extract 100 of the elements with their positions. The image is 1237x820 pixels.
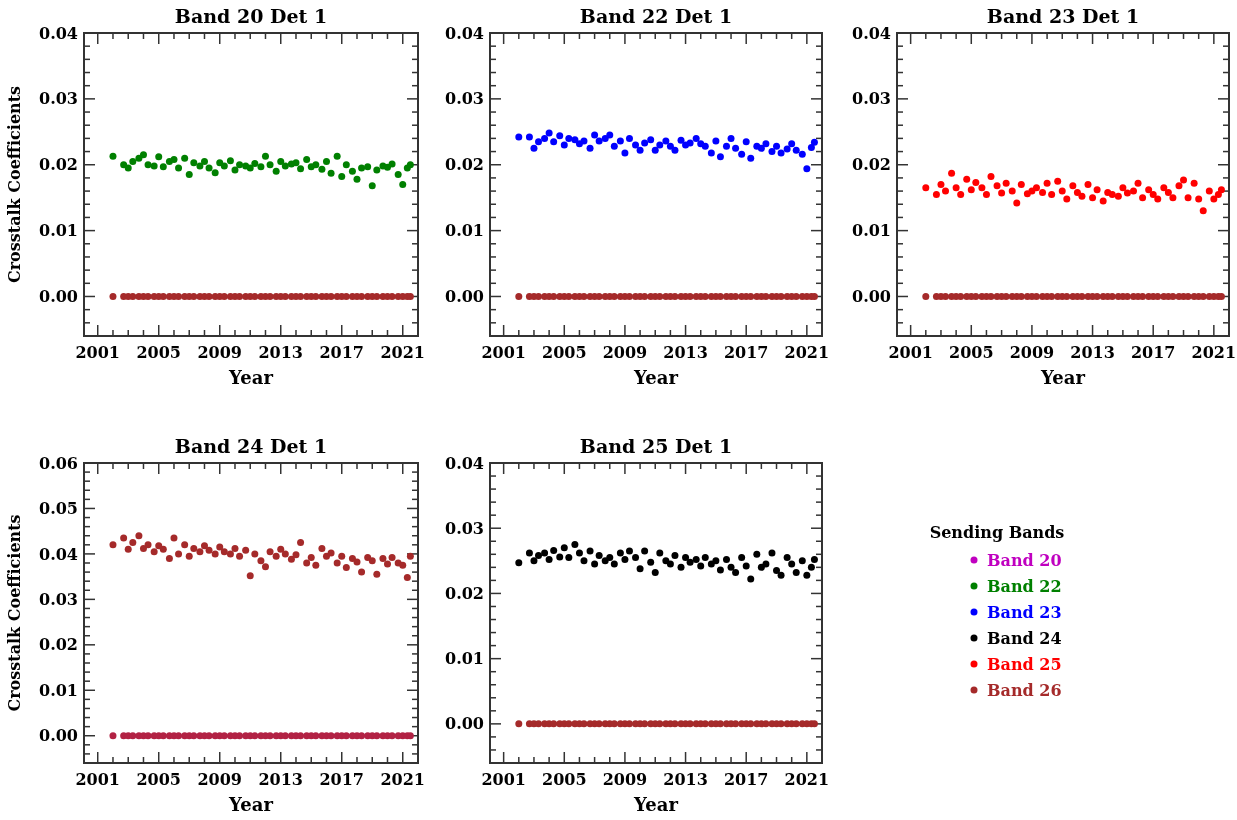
- point: [364, 554, 372, 562]
- point: [580, 137, 588, 145]
- point: [297, 165, 305, 173]
- point: [399, 561, 407, 569]
- point: [175, 550, 183, 558]
- point: [1160, 184, 1168, 192]
- point: [281, 732, 289, 740]
- point: [129, 292, 137, 300]
- point: [571, 541, 579, 549]
- point: [124, 164, 132, 172]
- point: [1063, 292, 1071, 300]
- point: [762, 292, 770, 300]
- point: [129, 539, 137, 547]
- point: [777, 720, 785, 728]
- x-tick-label: 2009: [1009, 343, 1055, 362]
- point: [251, 550, 259, 558]
- point: [287, 555, 295, 563]
- point: [550, 720, 558, 728]
- point: [257, 163, 265, 171]
- point: [261, 563, 269, 571]
- point: [616, 549, 624, 557]
- point: [773, 142, 781, 150]
- point: [124, 545, 132, 553]
- chart-title: Band 23 Det 1: [986, 5, 1140, 27]
- point: [231, 544, 239, 552]
- point: [788, 560, 796, 568]
- point: [1039, 188, 1047, 196]
- legend-label: Band 26: [987, 681, 1062, 700]
- chart-title: Band 25 Det 1: [579, 435, 733, 457]
- point: [200, 157, 208, 165]
- point: [732, 569, 740, 577]
- point: [384, 163, 391, 171]
- x-tick-label: 2017: [319, 770, 365, 789]
- point: [139, 544, 147, 552]
- x-tick-label: 2021: [380, 343, 426, 362]
- point: [318, 165, 326, 173]
- point: [632, 141, 640, 149]
- point: [747, 154, 755, 162]
- point: [575, 549, 583, 557]
- point: [196, 162, 204, 170]
- point: [686, 139, 694, 147]
- point: [129, 732, 137, 740]
- point: [716, 292, 724, 300]
- point: [777, 571, 785, 579]
- point: [327, 549, 335, 557]
- point: [762, 560, 770, 568]
- point: [170, 155, 178, 163]
- point: [656, 141, 664, 149]
- point: [185, 171, 193, 179]
- point: [327, 732, 335, 740]
- y-tick-label: 0.00: [39, 726, 78, 746]
- point: [560, 141, 568, 149]
- point: [1184, 292, 1192, 300]
- point: [403, 574, 411, 582]
- point: [159, 163, 167, 171]
- point: [967, 186, 975, 194]
- point: [266, 292, 274, 300]
- point: [144, 292, 152, 300]
- point: [692, 134, 700, 142]
- point: [246, 572, 254, 580]
- point: [1048, 190, 1056, 198]
- point: [716, 566, 724, 574]
- point: [318, 544, 326, 552]
- point: [621, 149, 629, 157]
- point: [1175, 182, 1183, 190]
- point: [303, 559, 311, 567]
- x-tick-label: 2021: [1191, 343, 1237, 362]
- point: [1217, 186, 1225, 194]
- point: [701, 720, 709, 728]
- point: [190, 732, 198, 740]
- point: [656, 292, 664, 300]
- point: [150, 548, 158, 556]
- point: [963, 175, 971, 183]
- y-tick-label: 0.00: [39, 287, 78, 307]
- point: [1048, 292, 1056, 300]
- point: [722, 142, 730, 150]
- point: [342, 564, 350, 572]
- point: [656, 720, 664, 728]
- point: [1069, 182, 1077, 190]
- point: [251, 732, 259, 740]
- point: [753, 550, 761, 558]
- x-axis-title: Year: [228, 794, 274, 815]
- point: [261, 152, 269, 160]
- point: [277, 545, 285, 553]
- point: [682, 554, 690, 562]
- point: [1032, 184, 1040, 192]
- point: [1002, 179, 1010, 187]
- point: [595, 720, 603, 728]
- point: [550, 546, 558, 554]
- point: [159, 545, 167, 553]
- point: [120, 161, 128, 169]
- point: [810, 138, 818, 146]
- y-tick-label: 0.00: [445, 714, 484, 734]
- point: [226, 550, 234, 558]
- y-tick-label: 0.03: [39, 589, 78, 609]
- point: [181, 154, 189, 162]
- point: [565, 720, 573, 728]
- legend-label: Band 25: [987, 655, 1062, 674]
- x-tick-label: 2001: [888, 343, 933, 362]
- point: [972, 292, 980, 300]
